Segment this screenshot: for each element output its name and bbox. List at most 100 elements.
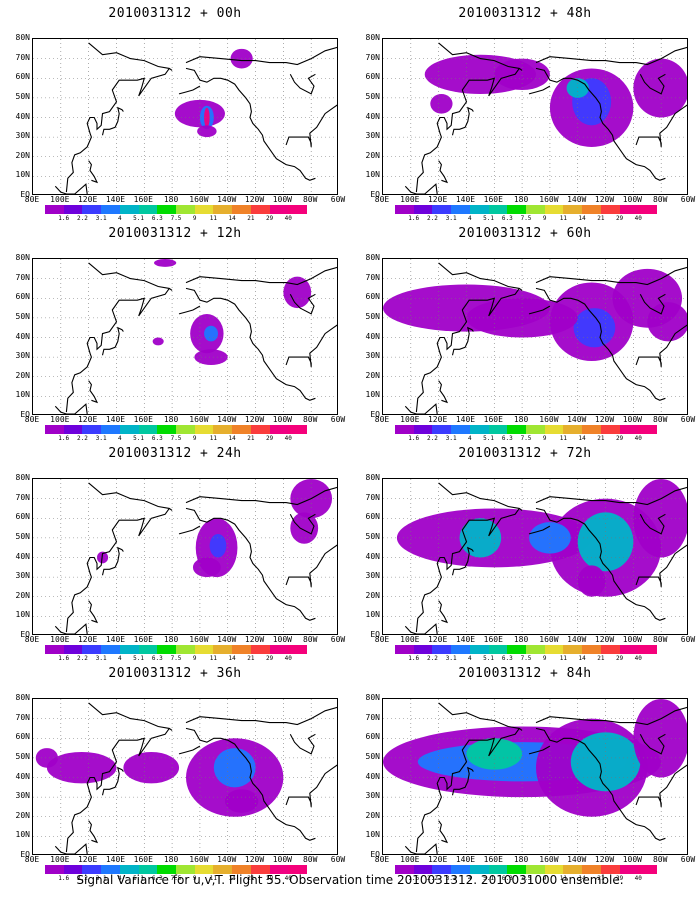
lat-tick-label: 30N <box>15 571 30 581</box>
colorbar-swatch <box>232 865 251 874</box>
colorbar-label: 3.1 <box>95 655 107 662</box>
colorbar-swatch <box>63 865 83 874</box>
colorbar-label: 21 <box>597 875 605 882</box>
forecast-panel-84h: 2010031312 + 84h 80N 70N 60N 50N 40N 30N 20N 10N… <box>360 660 696 882</box>
colorbar-label: 4 <box>118 875 122 882</box>
coastline <box>535 287 666 401</box>
colorbar-label: 14 <box>228 875 236 882</box>
lon-tick-label: 120E <box>427 635 448 644</box>
lon-tick-label: 140W <box>217 635 237 644</box>
coastline <box>535 67 666 181</box>
lon-tick-label: 120E <box>427 415 448 424</box>
lon-tick-label: 80W <box>652 855 668 864</box>
lat-tick-label: 40N <box>15 331 30 341</box>
map-area <box>32 38 338 195</box>
colorbar-label: 7.5 <box>170 435 182 442</box>
lon-tick-label: 100W <box>622 635 642 644</box>
lat-tick-label: EQ <box>370 410 380 419</box>
coastline <box>54 183 88 194</box>
colorbar-label: 2.2 <box>427 875 438 882</box>
variance-contour <box>647 302 687 342</box>
coastline <box>635 544 687 587</box>
colorbar-label: 1.6 <box>408 215 420 222</box>
colorbar-label: 3.1 <box>445 655 457 662</box>
lon-tick-label: 160E <box>483 415 503 424</box>
colorbar-label: 5.1 <box>133 655 144 662</box>
lat-tick-label: 70N <box>365 272 380 282</box>
colorbar-swatch <box>488 425 508 434</box>
coastline <box>285 764 337 807</box>
lat-tick-label: 10N <box>15 830 30 840</box>
colorbar-label: 9 <box>192 215 197 222</box>
lat-tick-label: 30N <box>365 131 380 141</box>
colorbar-swatch <box>582 865 601 874</box>
colorbar-label: 6.3 <box>501 875 513 882</box>
colorbar-swatch <box>63 425 83 434</box>
lon-tick-label: 100E <box>50 415 70 424</box>
coastline <box>285 544 337 587</box>
variance-contour <box>123 751 180 784</box>
lon-tick-label: 180 <box>163 635 179 644</box>
colorbar-label: 40 <box>284 435 292 442</box>
lon-tick-label: 180 <box>513 855 529 864</box>
colorbar-swatch <box>138 645 158 654</box>
coastline <box>438 702 523 731</box>
forecast-panel-36h: 2010031312 + 36h 80N 70N 60N 50N 40N 30N 20N 10N… <box>10 660 346 882</box>
lat-tick-label: 30N <box>15 791 30 801</box>
colorbar-label: 1.6 <box>58 435 70 442</box>
map-area <box>382 478 688 635</box>
colorbar-swatch <box>269 425 289 434</box>
colorbar-swatch <box>526 425 545 434</box>
colorbar-swatch <box>600 205 620 214</box>
colorbar-label: 11 <box>559 215 568 222</box>
colorbar-label: 21 <box>597 435 605 442</box>
colorbar-label: 2.2 <box>77 875 88 882</box>
lat-tick-label: 50N <box>365 91 380 101</box>
colorbar-swatch <box>432 205 452 214</box>
lat-tick-label: 50N <box>365 751 380 761</box>
lon-tick-label: 60W <box>330 415 346 424</box>
coastline <box>438 820 449 844</box>
lat-tick-label: 40N <box>365 551 380 561</box>
lat-tick-label: 40N <box>365 331 380 341</box>
lat-tick-label: 20N <box>15 150 30 160</box>
lat-tick-label: 20N <box>365 590 380 600</box>
coastline <box>88 482 173 511</box>
lon-tick-label: 100W <box>622 415 642 424</box>
variance-contour <box>459 518 502 558</box>
map-area <box>32 478 338 635</box>
colorbar-label: 5.1 <box>483 435 494 442</box>
lat-tick-label: 60N <box>365 72 380 82</box>
lat-tick-label: 80N <box>365 253 380 262</box>
colorbar-swatch <box>638 425 658 434</box>
coastline <box>88 160 99 184</box>
coastline <box>635 104 687 147</box>
lat-tick-label: 50N <box>365 531 380 541</box>
colorbar-swatch <box>63 645 83 654</box>
coastline <box>178 85 201 95</box>
coastline <box>185 67 316 181</box>
variance-contour <box>577 565 606 597</box>
lon-tick-label: 80W <box>652 415 668 424</box>
colorbar-label: 1.6 <box>408 435 420 442</box>
colorbar-label: 11 <box>559 655 568 662</box>
coastline <box>438 160 449 184</box>
colorbar-swatch <box>45 425 64 434</box>
coastline <box>88 42 173 71</box>
colorbar-label: 6.3 <box>151 875 163 882</box>
colorbar-label: 2.2 <box>77 655 88 662</box>
lon-tick-label: 120E <box>77 415 98 424</box>
forecast-panel-72h: 2010031312 + 72h 80N 70N 60N 50N 40N 30N 20N 10N… <box>360 440 696 662</box>
colorbar-label: 4 <box>468 875 472 882</box>
colorbar-label: 40 <box>284 655 292 662</box>
lat-tick-label: 80N <box>365 693 380 702</box>
colorbar-swatch <box>395 425 414 434</box>
coastline <box>438 262 523 291</box>
lat-tick-label: 10N <box>15 170 30 180</box>
colorbar-label: 6.3 <box>151 215 163 222</box>
coastline <box>101 546 124 576</box>
colorbar-label: 9 <box>192 655 197 662</box>
lat-tick-label: 80N <box>15 473 30 482</box>
coastline <box>635 764 687 807</box>
colorbar-label: 9 <box>192 875 197 882</box>
